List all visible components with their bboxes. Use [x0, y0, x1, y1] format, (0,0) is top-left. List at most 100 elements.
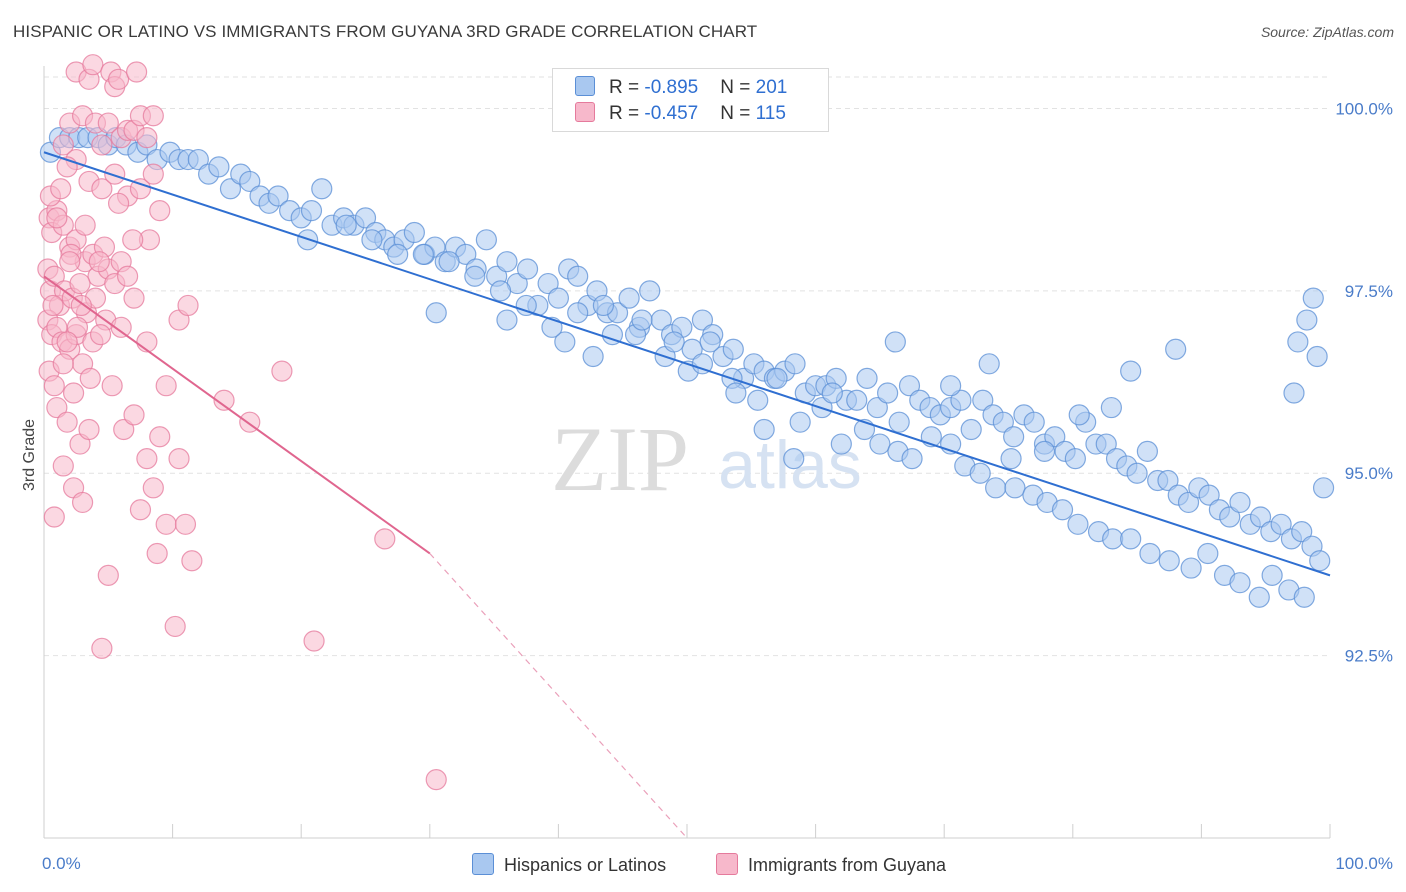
- bottom-legend-guyana: Immigrants from Guyana: [716, 853, 946, 876]
- hispanics-point: [618, 287, 640, 309]
- hispanics-point: [1033, 440, 1056, 462]
- tick-labels: 92.5% 95.0% 97.5% 100.0% 0.0% 100.0%: [42, 99, 1393, 873]
- bottom-legend-label: Hispanics or Latinos: [504, 855, 667, 875]
- guyana-point: [122, 229, 144, 251]
- guyana-point: [91, 134, 113, 156]
- guyana-point: [52, 353, 74, 375]
- hispanics-point: [866, 396, 888, 419]
- hispanics-point: [753, 418, 775, 441]
- guyana-point: [91, 178, 113, 200]
- hispanics-point: [1219, 506, 1241, 528]
- hispanics-point: [438, 251, 460, 273]
- legend-n-label: N =: [720, 77, 756, 98]
- hispanics-point: [856, 367, 878, 389]
- guyana-point: [46, 396, 68, 419]
- hispanics-point: [1291, 520, 1313, 543]
- guyana-point: [125, 61, 148, 83]
- legend-row-guyana: R = -0.457 N = 115: [575, 102, 786, 126]
- bottom-legend-hispanics: Hispanics or Latinos: [472, 853, 666, 876]
- guyana-point: [123, 287, 145, 309]
- hispanics-point: [592, 294, 615, 317]
- guyana-point: [116, 265, 139, 287]
- hispanics-point: [541, 316, 563, 338]
- hispanics-point: [1023, 411, 1045, 433]
- guyana-point: [62, 382, 85, 404]
- hispanics-point: [1158, 550, 1180, 572]
- guyana-point: [136, 331, 158, 353]
- hispanics-point: [267, 185, 289, 207]
- guyana-point: [149, 426, 171, 448]
- hispanics-point: [691, 353, 714, 375]
- guyana-point: [78, 418, 100, 441]
- y-tick-label: 92.5%: [1345, 647, 1393, 666]
- bottom-legend-label: Immigrants from Guyana: [748, 855, 947, 875]
- legend-r-value: -0.895: [644, 77, 699, 98]
- guyana-point: [66, 316, 89, 338]
- guyana-point: [42, 294, 64, 317]
- hispanics-point: [425, 302, 447, 324]
- trend-line-guyana: [43, 275, 431, 555]
- hispanics-point: [1068, 404, 1090, 426]
- hispanics-point: [1287, 331, 1309, 353]
- hispanics-point: [972, 389, 994, 411]
- hispanics-point: [691, 309, 714, 331]
- hispanics-point: [464, 265, 486, 287]
- guyana-point: [271, 360, 293, 382]
- bottom-swatch-pink: [716, 853, 738, 875]
- guyana-point: [43, 375, 65, 397]
- guyana-point: [97, 564, 119, 586]
- guyana-point: [181, 550, 203, 572]
- hispanics-point: [537, 272, 559, 295]
- guyana-point: [107, 68, 130, 90]
- hispanics-point: [515, 294, 537, 317]
- series-hispanics-points: [39, 127, 1335, 608]
- hispanics-point: [1197, 542, 1219, 565]
- trend-lines: [43, 151, 1331, 839]
- hispanics-point: [1229, 572, 1251, 594]
- hispanics-point: [969, 462, 991, 484]
- hispanics-point: [208, 156, 230, 178]
- legend-n-label: N =: [720, 103, 756, 124]
- hispanics-point: [239, 170, 261, 193]
- guyana-point: [425, 769, 447, 791]
- hispanics-point: [985, 477, 1007, 499]
- hispanics-point: [1102, 528, 1124, 550]
- guyana-point: [164, 615, 186, 638]
- guyana-point: [177, 294, 199, 317]
- guyana-point: [46, 207, 68, 229]
- guyana-point: [142, 477, 164, 499]
- hispanics-point: [1177, 491, 1200, 514]
- y-axis-title: 3rd Grade: [21, 419, 38, 491]
- guyana-point: [107, 192, 130, 214]
- hispanics-point: [1051, 499, 1074, 521]
- hispanics-point: [354, 207, 377, 229]
- hispanics-point: [898, 375, 921, 397]
- hispanics-point: [496, 309, 518, 331]
- guyana-point: [142, 163, 164, 185]
- hispanics-point: [1293, 586, 1315, 608]
- hispanics-point: [601, 324, 624, 346]
- hispanics-point: [335, 214, 357, 236]
- guyana-point: [155, 513, 177, 535]
- guyana-point: [113, 418, 135, 441]
- hispanics-point: [1120, 360, 1142, 382]
- hispanics-point: [1136, 440, 1158, 462]
- hispanics-point: [489, 280, 512, 302]
- y-tick-label: 100.0%: [1335, 99, 1393, 118]
- guyana-point: [146, 542, 168, 565]
- guyana-point: [56, 411, 78, 433]
- hispanics-point: [789, 411, 811, 433]
- guyana-point: [174, 513, 197, 535]
- guyana-point: [155, 375, 177, 397]
- legend-r-value: -0.457: [644, 103, 699, 124]
- guyana-point: [97, 112, 119, 134]
- hispanics-point: [1270, 513, 1292, 535]
- hispanics-point: [766, 367, 788, 389]
- guyana-point: [56, 331, 78, 353]
- legend-r-label: R =: [609, 77, 645, 98]
- hispanics-point: [311, 178, 333, 200]
- hispanics-point: [821, 382, 843, 404]
- hispanics-point: [547, 287, 570, 309]
- hispanics-point: [877, 382, 899, 404]
- guyana-point: [59, 251, 81, 273]
